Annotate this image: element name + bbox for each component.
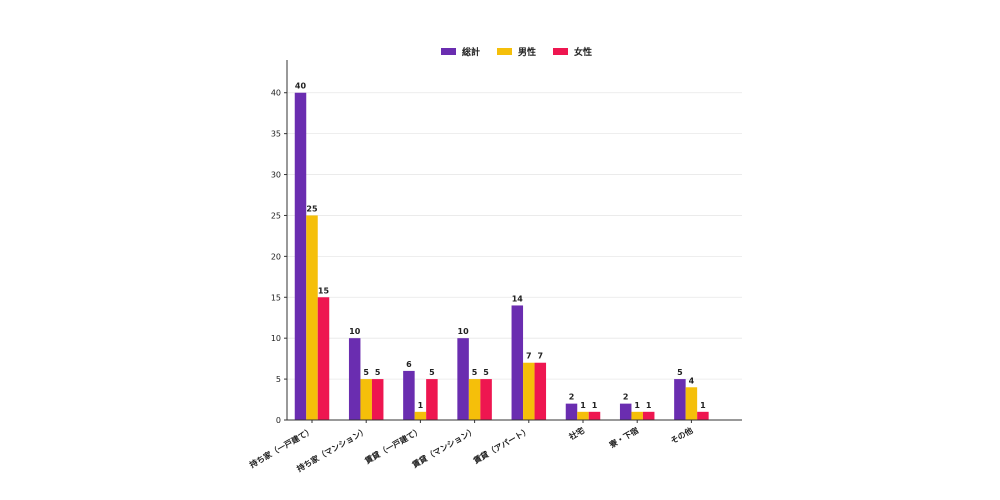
bar xyxy=(588,411,601,420)
legend-swatch xyxy=(497,48,512,55)
bar xyxy=(371,379,384,420)
data-label: 15 xyxy=(318,286,330,295)
y-tick-label: 30 xyxy=(271,171,281,180)
bar xyxy=(619,403,632,420)
y-tick-label: 25 xyxy=(271,211,281,220)
bar xyxy=(697,411,709,420)
data-label: 1 xyxy=(634,401,640,410)
y-tick-label: 10 xyxy=(271,334,281,343)
bar xyxy=(642,411,655,420)
data-label: 25 xyxy=(306,204,318,213)
bar xyxy=(565,403,578,420)
data-label: 5 xyxy=(375,368,381,377)
data-label: 2 xyxy=(623,393,629,402)
data-label: 10 xyxy=(458,327,470,336)
legend-swatch xyxy=(553,48,568,55)
bar xyxy=(674,379,686,420)
data-label: 5 xyxy=(472,368,478,377)
data-label: 1 xyxy=(592,401,598,410)
y-tick-label: 35 xyxy=(271,130,281,139)
data-label: 1 xyxy=(700,401,706,410)
bar xyxy=(457,338,469,420)
y-tick-label: 15 xyxy=(271,293,281,302)
x-tick-label: 寮・下宿 xyxy=(607,425,641,450)
bar xyxy=(360,379,372,420)
bar xyxy=(306,215,318,420)
data-label: 4 xyxy=(689,376,695,385)
bar xyxy=(426,379,438,420)
y-tick-label: 20 xyxy=(271,252,281,261)
bar xyxy=(631,411,643,420)
data-label: 5 xyxy=(677,368,683,377)
data-label: 1 xyxy=(580,401,586,410)
bar xyxy=(317,297,330,420)
data-label: 5 xyxy=(429,368,435,377)
data-label: 7 xyxy=(526,352,532,361)
bar xyxy=(511,305,524,420)
y-tick-label: 0 xyxy=(276,416,281,425)
data-label: 10 xyxy=(349,327,361,336)
x-tick-label: 社宅 xyxy=(566,425,586,442)
data-label: 5 xyxy=(363,368,369,377)
x-tick-label: 賃貸（アパート） xyxy=(471,425,532,466)
bar xyxy=(685,387,698,420)
bar xyxy=(403,370,415,420)
legend: 総計 男性 女性 xyxy=(441,46,592,58)
bar xyxy=(468,379,481,420)
legend-label: 男性 xyxy=(518,46,536,58)
legend-label: 総計 xyxy=(462,46,480,58)
legend-swatch xyxy=(441,48,456,55)
bar xyxy=(414,411,427,420)
data-label: 40 xyxy=(295,82,307,91)
data-label: 1 xyxy=(418,401,424,410)
bar xyxy=(577,411,589,420)
bar xyxy=(523,362,535,420)
data-label: 1 xyxy=(646,401,652,410)
bar xyxy=(480,379,492,420)
bar xyxy=(534,362,547,420)
bar-layer xyxy=(294,92,709,421)
data-label: 6 xyxy=(406,360,412,369)
data-label: 7 xyxy=(538,352,544,361)
bar xyxy=(294,92,307,421)
legend-label: 女性 xyxy=(574,46,592,58)
bar xyxy=(348,338,361,420)
y-tick-label: 5 xyxy=(276,375,281,384)
data-label: 2 xyxy=(569,393,575,402)
x-tick-label: その他 xyxy=(669,425,695,446)
data-label: 5 xyxy=(483,368,489,377)
y-tick-label: 40 xyxy=(271,89,281,98)
data-label: 14 xyxy=(512,294,524,303)
